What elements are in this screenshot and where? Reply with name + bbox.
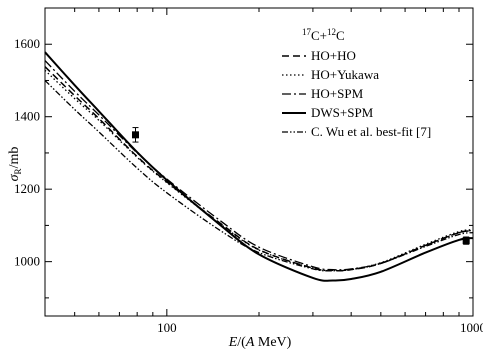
data-point <box>131 131 139 139</box>
x-tick-label: 1000 <box>460 320 483 335</box>
series-line <box>44 51 474 282</box>
data-point <box>462 237 470 245</box>
series-lines <box>44 51 474 282</box>
legend-label: HO+SPM <box>311 86 364 101</box>
legend-label: HO+HO <box>311 48 356 63</box>
legend-title-sup1: 17 <box>302 27 312 37</box>
x-tick-label: 100 <box>157 320 177 335</box>
legend-label: DWS+SPM <box>311 105 374 120</box>
y-axis-unit: /mb <box>7 147 22 169</box>
legend-title-el1: C+ <box>311 28 327 43</box>
y-tick-label: 1000 <box>14 254 40 269</box>
legend-title-el2: C <box>336 28 345 43</box>
experimental-points <box>131 127 470 245</box>
legend-label: HO+Yukawa <box>311 67 379 82</box>
legend: HO+HO HO+Yukawa HO+SPM DWS+SPM C. Wu et al. … <box>282 48 431 139</box>
legend-title: 17C+12C <box>302 27 345 43</box>
y-axis-symbol: σ <box>7 173 22 181</box>
series-line <box>44 66 474 272</box>
y-tick-label: 1600 <box>14 36 40 51</box>
y-tick-label: 1400 <box>14 109 40 124</box>
series-line <box>44 60 474 271</box>
y-axis-label: σR/mb <box>7 147 23 182</box>
series-line <box>44 69 474 272</box>
x-axis-unit-variable: A <box>245 335 255 350</box>
axis-ticks: 1000 1200 1400 1600 100 1000 <box>14 7 483 335</box>
legend-title-sup2: 12 <box>327 27 336 37</box>
x-axis-unit-suffix: MeV) <box>254 335 291 350</box>
y-axis-subscript: R <box>13 168 23 174</box>
plot-frame <box>44 7 474 317</box>
x-axis-variable: E <box>228 335 238 350</box>
series-line <box>44 80 474 272</box>
legend-label: C. Wu et al. best-fit [7] <box>311 124 431 139</box>
y-tick-label: 1200 <box>14 181 40 196</box>
x-axis-unit-prefix: /( <box>237 335 246 350</box>
x-axis-label: E/(A MeV) <box>228 335 292 350</box>
